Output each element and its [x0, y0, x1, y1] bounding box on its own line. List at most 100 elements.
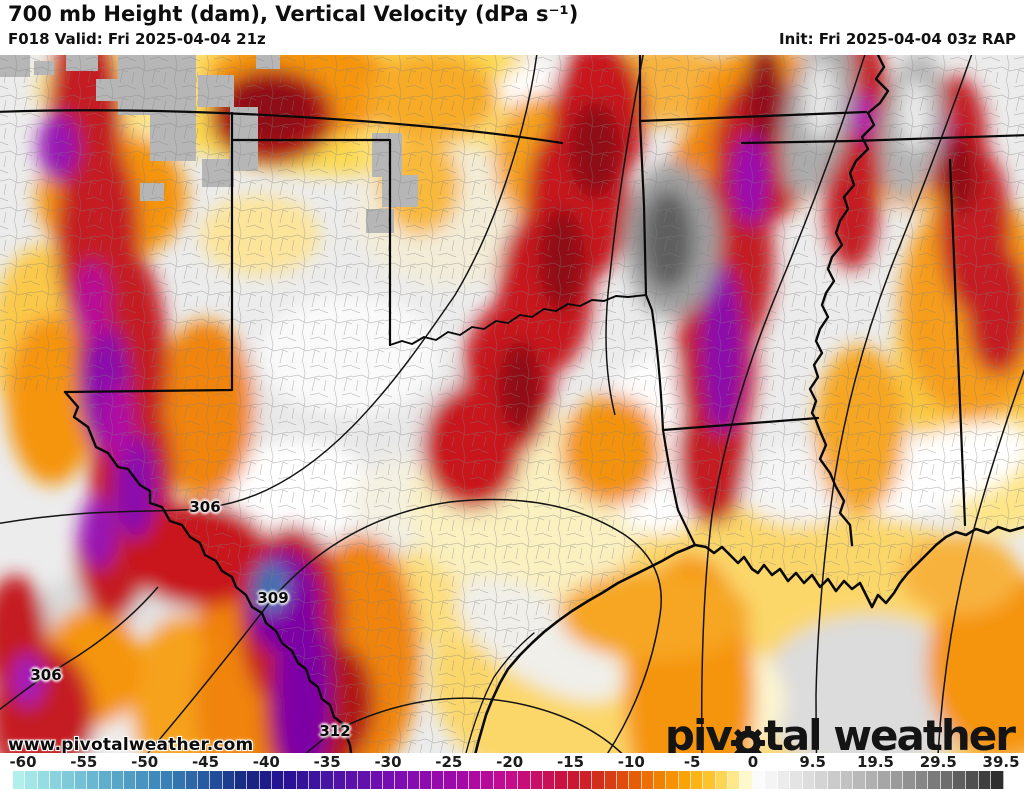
header-bar: 700 mb Height (dam), Vertical Velocity (… [0, 0, 1024, 55]
colorbar-tick: -15 [556, 753, 585, 771]
colorbar-cell [173, 771, 186, 789]
colorbar-cell [111, 771, 124, 789]
colorbar-cell [915, 771, 929, 789]
colorbar-cell [765, 771, 778, 789]
colorbar-tick: 19.5 [856, 753, 894, 771]
colorbar-cell [271, 771, 285, 789]
colorbar-cell [740, 771, 753, 789]
colorbar-tick: -5 [683, 753, 701, 771]
colorbar-cell [197, 771, 211, 789]
colorbar-cell [978, 771, 992, 789]
colorbar-tick: -50 [131, 753, 159, 771]
colorbar-cell [333, 771, 346, 789]
colorbar-cell [953, 771, 966, 789]
colorbar-cell [419, 771, 433, 789]
colorbar-cell [185, 771, 198, 789]
colorbar-cell [629, 771, 642, 789]
colorbar-cell [123, 771, 137, 789]
colorbar-tick: 0 [747, 753, 759, 771]
colorbar-cell [62, 771, 75, 789]
colorbar-tick: -20 [496, 753, 524, 771]
colorbar-cell [210, 771, 223, 789]
colorbar-cell [666, 771, 679, 789]
colorbar-cell [752, 771, 766, 789]
map-title: 700 mb Height (dam), Vertical Velocity (… [8, 2, 579, 26]
colorbar-cell [148, 771, 161, 789]
colorbar-cell [604, 771, 618, 789]
colorbar-tick-labels: -60 -55 -50 -45 -40 -35 -30 -25 -20 -15 -10 -5 0 9.5 1… [0, 753, 1024, 771]
colorbar-cell [777, 771, 791, 789]
colorbar-cell [840, 771, 854, 789]
colorbar-cell [493, 771, 507, 789]
colorbar-tick: -30 [374, 753, 402, 771]
colorbar-cell [903, 771, 916, 789]
colorbar-cell [790, 771, 803, 789]
colorbar-cell [86, 771, 100, 789]
colorbar-cell [395, 771, 408, 789]
colorbar-cell [506, 771, 519, 789]
colorbar-tick: 39.5 [982, 753, 1020, 771]
colorbar-cell [481, 771, 494, 789]
colorbar-cell [160, 771, 174, 789]
gulf-coastline [473, 525, 1024, 757]
colorbar-cell [370, 771, 383, 789]
colorbar-tick: -10 [617, 753, 645, 771]
colorbar-cell [728, 771, 741, 789]
colorbar-cell [25, 771, 38, 789]
colorbar-tick: -35 [313, 753, 341, 771]
colorbar-cell [432, 771, 445, 789]
colorbar-cell [815, 771, 828, 789]
colorbar-cell [715, 771, 729, 789]
colorbar-cell [444, 771, 457, 789]
colorbar-cell [678, 771, 692, 789]
colorbar-cell [345, 771, 359, 789]
colorbar-cell [259, 771, 272, 789]
colorbar-tick: -45 [191, 753, 220, 771]
colorbar-cell [890, 771, 904, 789]
colorbar-cell [13, 771, 26, 789]
colorbar-cell [99, 771, 112, 789]
map-area [0, 22, 1024, 791]
colorbar-cell [456, 771, 470, 789]
colorbar-cell [407, 771, 420, 789]
colorbar-cell [654, 771, 667, 789]
colorbar-tick: -40 [252, 753, 280, 771]
colorbar-cell [136, 771, 149, 789]
colorbar-cell [991, 771, 1004, 789]
barrier-island [465, 632, 535, 754]
colorbar-cell [928, 771, 941, 789]
rio-grande-river [63, 390, 354, 762]
colorbar-cell [865, 771, 879, 789]
colorbar-cell [827, 771, 841, 789]
colorbar-cell [940, 771, 954, 789]
colorbar-cell [691, 771, 704, 789]
init-time-label: Init: Fri 2025-04-04 03z RAP [779, 30, 1016, 48]
colorbar-cell [247, 771, 260, 789]
colorbar-cell [308, 771, 322, 789]
colorbar-cell [580, 771, 593, 789]
colorbar-cell [555, 771, 568, 789]
colorbar-cell [853, 771, 866, 789]
colorbar-cell [321, 771, 334, 789]
mississippi-river [808, 53, 890, 547]
colorbar-cell [641, 771, 655, 789]
colorbar-cell [878, 771, 891, 789]
colorbar [13, 771, 1004, 789]
colorbar-cell [358, 771, 371, 789]
colorbar-cell [530, 771, 544, 789]
colorbar-cell [222, 771, 235, 789]
colorbar-cell [592, 771, 605, 789]
colorbar-cell [965, 771, 979, 789]
colorbar-cell [703, 771, 716, 789]
colorbar-cell [296, 771, 309, 789]
colorbar-cell [382, 771, 396, 789]
colorbar-cell [802, 771, 816, 789]
state-borders [0, 48, 1024, 762]
colorbar-cell [49, 771, 63, 789]
colorbar-cell [617, 771, 630, 789]
colorbar-cell [234, 771, 248, 789]
colorbar-cell [284, 771, 297, 789]
colorbar-cell [469, 771, 482, 789]
colorbar-cell [543, 771, 556, 789]
colorbar-tick: 29.5 [919, 753, 957, 771]
